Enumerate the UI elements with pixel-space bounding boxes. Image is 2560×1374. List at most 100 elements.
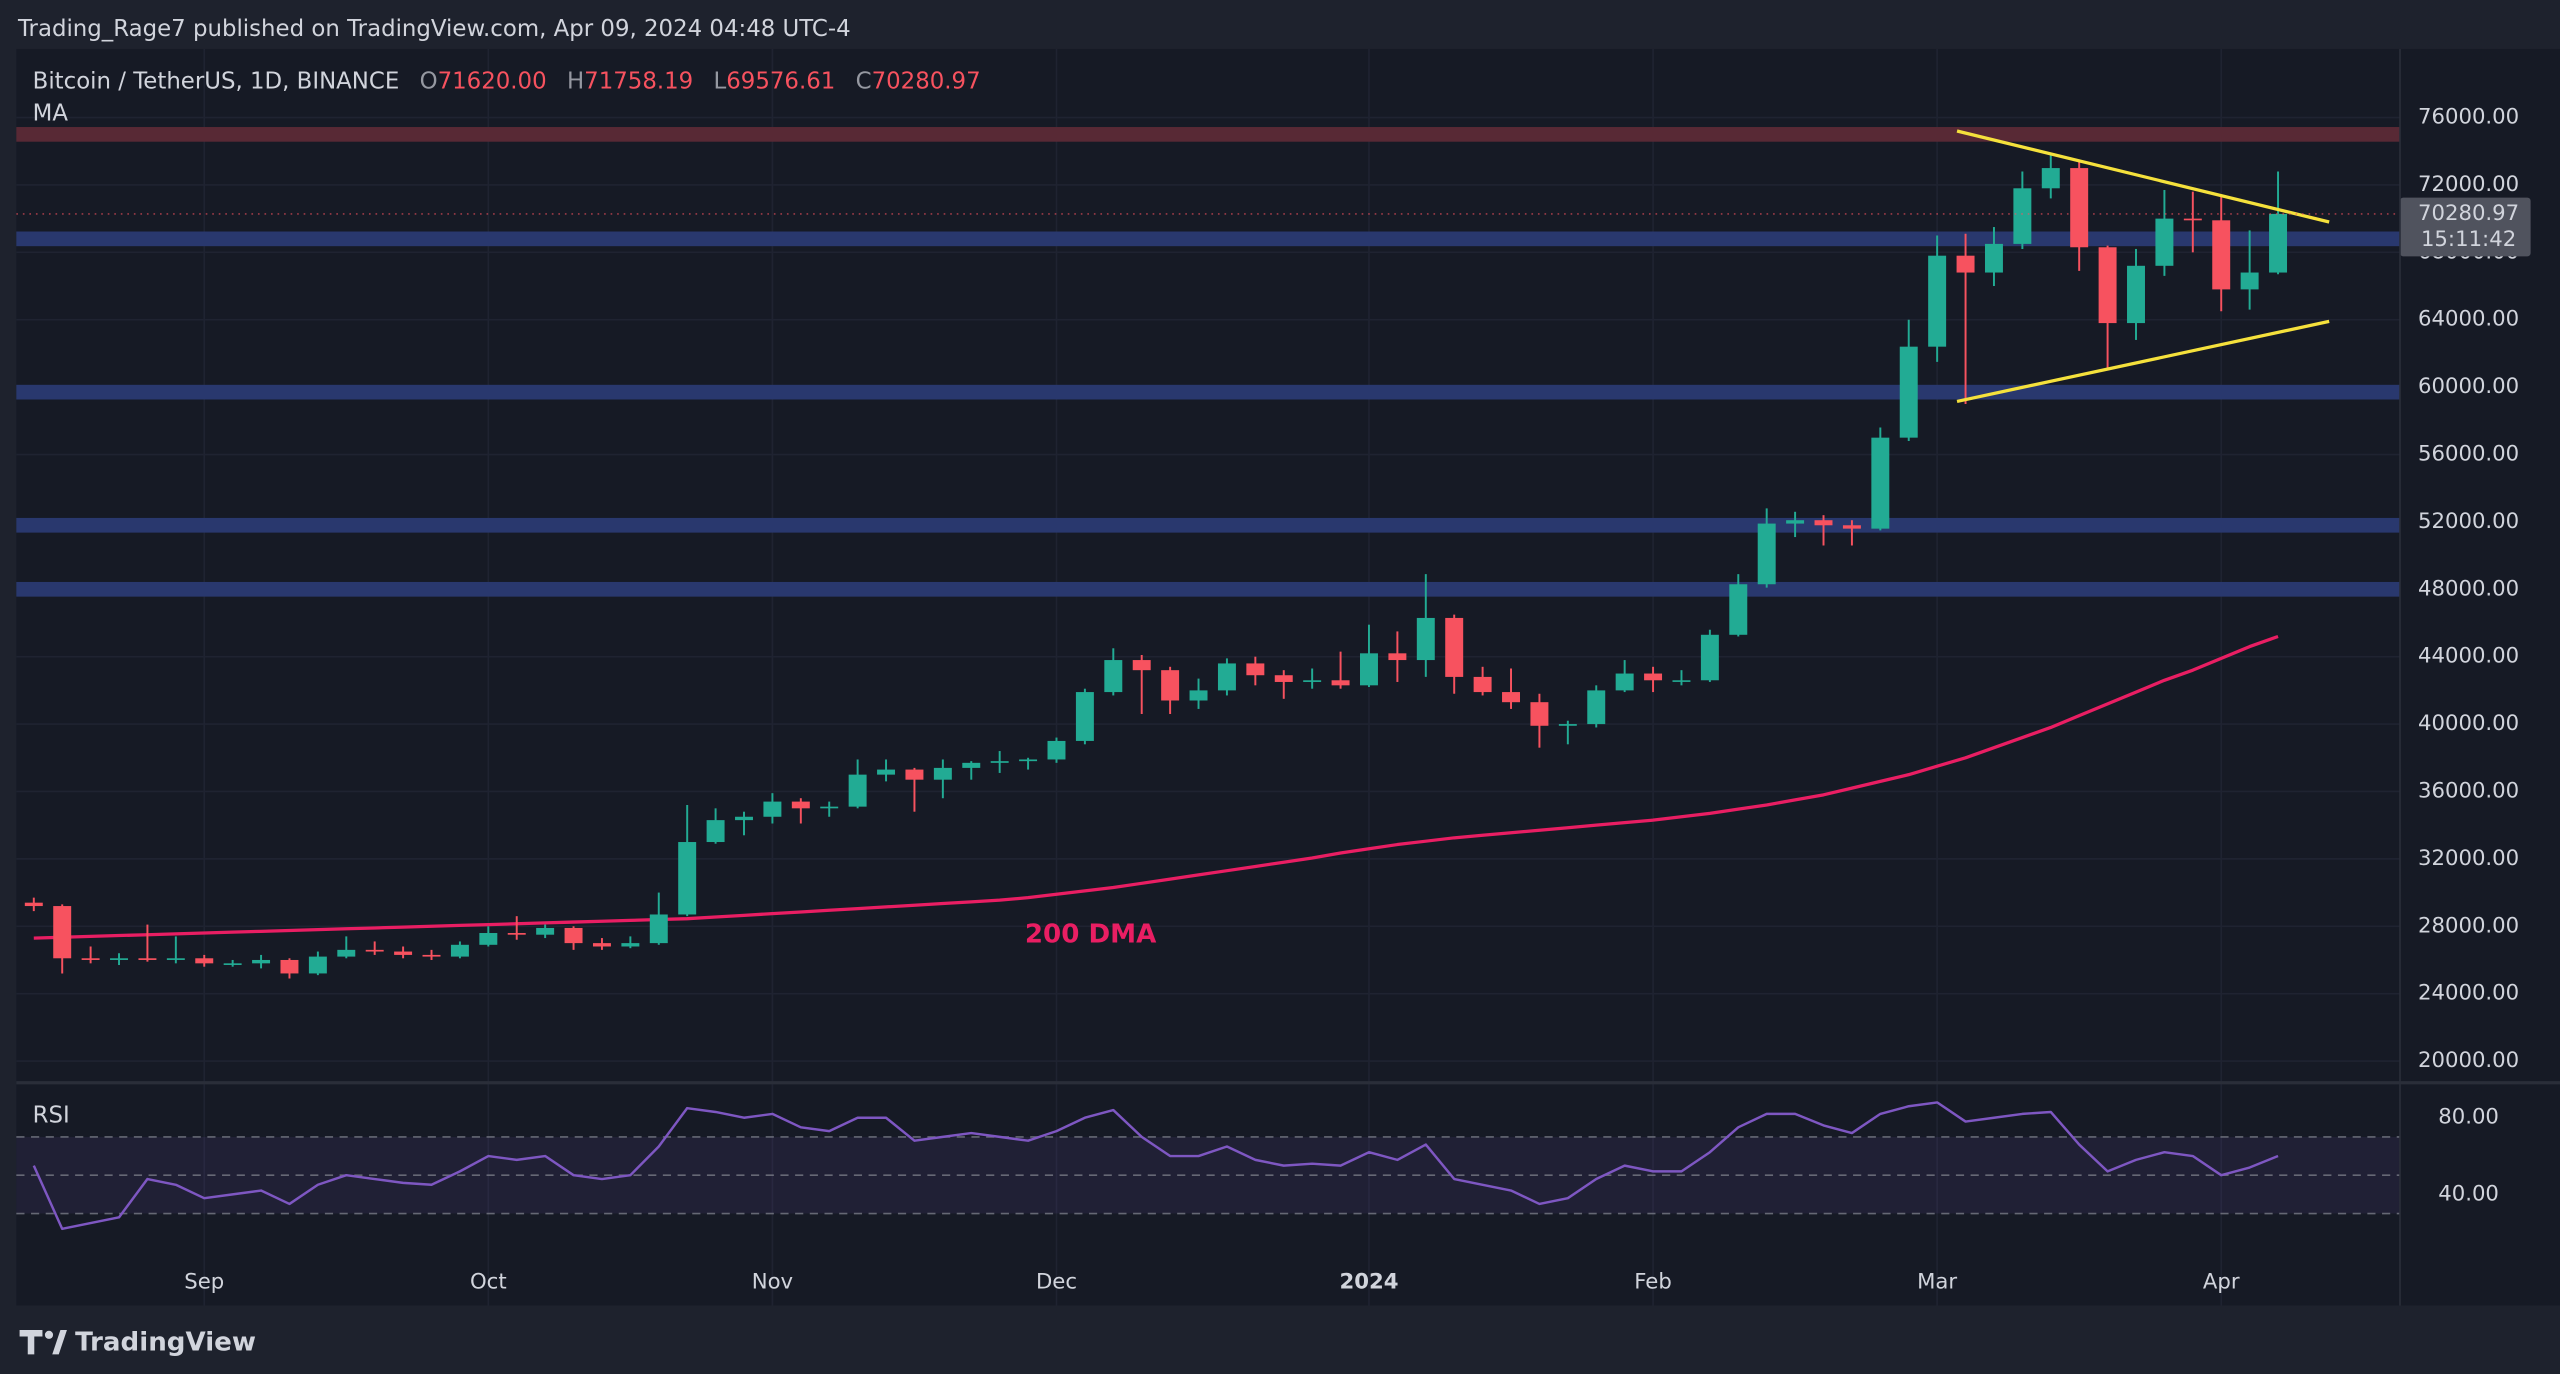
indicator-label: MA [33, 101, 69, 127]
candle-body [848, 774, 867, 807]
y-tick-label: 24000.00 [2418, 981, 2519, 1006]
ma-label: 200 DMA [1025, 920, 1157, 950]
x-tick-label: Sep [184, 1270, 224, 1295]
candle-body [877, 769, 896, 775]
candle-body [1331, 680, 1350, 686]
ohlc-value: 71758.19 [584, 68, 693, 94]
chart-title: Bitcoin / TetherUS, 1D, BINANCE O71620.0… [33, 68, 981, 94]
level-zone [16, 517, 2401, 533]
candle-body [1303, 680, 1322, 682]
candle-body [763, 801, 782, 817]
brand: TradingView [75, 1327, 256, 1357]
x-tick-label: Mar [1917, 1270, 1957, 1295]
candle-body [53, 906, 72, 959]
y-tick-label: 64000.00 [2418, 307, 2519, 332]
candle-body [1871, 437, 1890, 529]
candle-body [2013, 188, 2032, 244]
candle-body [2269, 213, 2288, 273]
candle-body [536, 927, 555, 935]
last-price-box [2400, 197, 2531, 257]
candle-body [2212, 220, 2231, 290]
ohlc-prefix: O [420, 68, 438, 94]
candle-body [1956, 255, 1975, 273]
candle-body [1672, 680, 1691, 682]
candle-body [1558, 724, 1577, 726]
candle-body [1842, 525, 1861, 529]
y-tick-label: 28000.00 [2418, 913, 2519, 938]
candle-body [1161, 670, 1180, 701]
candle-body [1132, 660, 1151, 671]
rsi-line [32, 1101, 2279, 1231]
candle-body [479, 933, 498, 945]
candle-body [1360, 653, 1378, 686]
x-tick-label: Nov [752, 1270, 793, 1295]
y-tick-label: 56000.00 [2418, 442, 2519, 467]
candle-body [195, 958, 214, 964]
candle-body [422, 954, 441, 957]
candle-body [1587, 690, 1606, 725]
y-tick-label: 76000.00 [2418, 105, 2519, 130]
candle-body [1445, 617, 1464, 677]
x-tick-label: Oct [470, 1270, 507, 1295]
candle-body [1757, 523, 1776, 585]
candle-body [1416, 617, 1435, 661]
candle-body [280, 959, 299, 974]
candle-body [1217, 663, 1236, 691]
y-tick-label: 36000.00 [2418, 778, 2519, 803]
x-tick-label: Dec [1036, 1270, 1077, 1295]
y-tick-label: 60000.00 [2418, 374, 2519, 399]
candle-body [1473, 676, 1492, 693]
symbol: Bitcoin / TetherUS, 1D, BINANCE [33, 68, 400, 94]
candle-body [365, 949, 384, 952]
candle-body [1530, 702, 1549, 726]
x-tick-label: Feb [1634, 1270, 1672, 1295]
chart-layer: 76000.0072000.0068000.0064000.0060000.00… [16, 48, 2531, 1306]
candle-body [308, 956, 327, 974]
candle-body [2183, 218, 2202, 221]
candle-body [24, 902, 43, 907]
candle-body [1189, 690, 1208, 701]
ohlc-prefix: L [714, 68, 727, 94]
candle-body [1104, 660, 1123, 693]
candle-body [791, 801, 810, 809]
x-tick-label: 2024 [1339, 1270, 1398, 1295]
candle-body [81, 958, 100, 960]
candle-body [166, 958, 185, 960]
candle-body [678, 842, 697, 915]
candle-body [110, 958, 128, 960]
candle-body [706, 820, 725, 843]
candle-body [1615, 673, 1634, 691]
candle-body [962, 762, 981, 768]
candle-body [2155, 218, 2174, 266]
rsi-label: RSI [33, 1103, 70, 1129]
candle-body [507, 933, 526, 935]
last-price-label: 70280.97 [2418, 201, 2519, 226]
candle-body [1729, 584, 1748, 635]
candle-body [1814, 520, 1833, 526]
candle-body [820, 806, 839, 809]
candle-body [2041, 168, 2060, 189]
candle-body [735, 816, 753, 821]
candle-body [1786, 520, 1805, 524]
brand-logo [19, 1329, 67, 1355]
level-zone [16, 384, 2401, 400]
candle-body [2098, 247, 2117, 324]
candle-body [394, 951, 413, 955]
y-tick-label: 48000.00 [2418, 576, 2519, 601]
candle-body [1984, 243, 2003, 273]
trendline [1956, 319, 2330, 404]
level-zone [16, 231, 2401, 247]
ohlc-prefix: C [856, 68, 872, 94]
candle-body [1274, 675, 1293, 682]
candle-body [905, 769, 924, 780]
level-zone [16, 127, 2401, 142]
candle-body [1899, 346, 1918, 438]
candle-body [138, 958, 157, 960]
candle-body [1502, 692, 1520, 703]
candle-body [223, 963, 242, 965]
moving-average [33, 634, 2279, 940]
candle-body [621, 943, 640, 947]
level-zone [16, 581, 2401, 597]
